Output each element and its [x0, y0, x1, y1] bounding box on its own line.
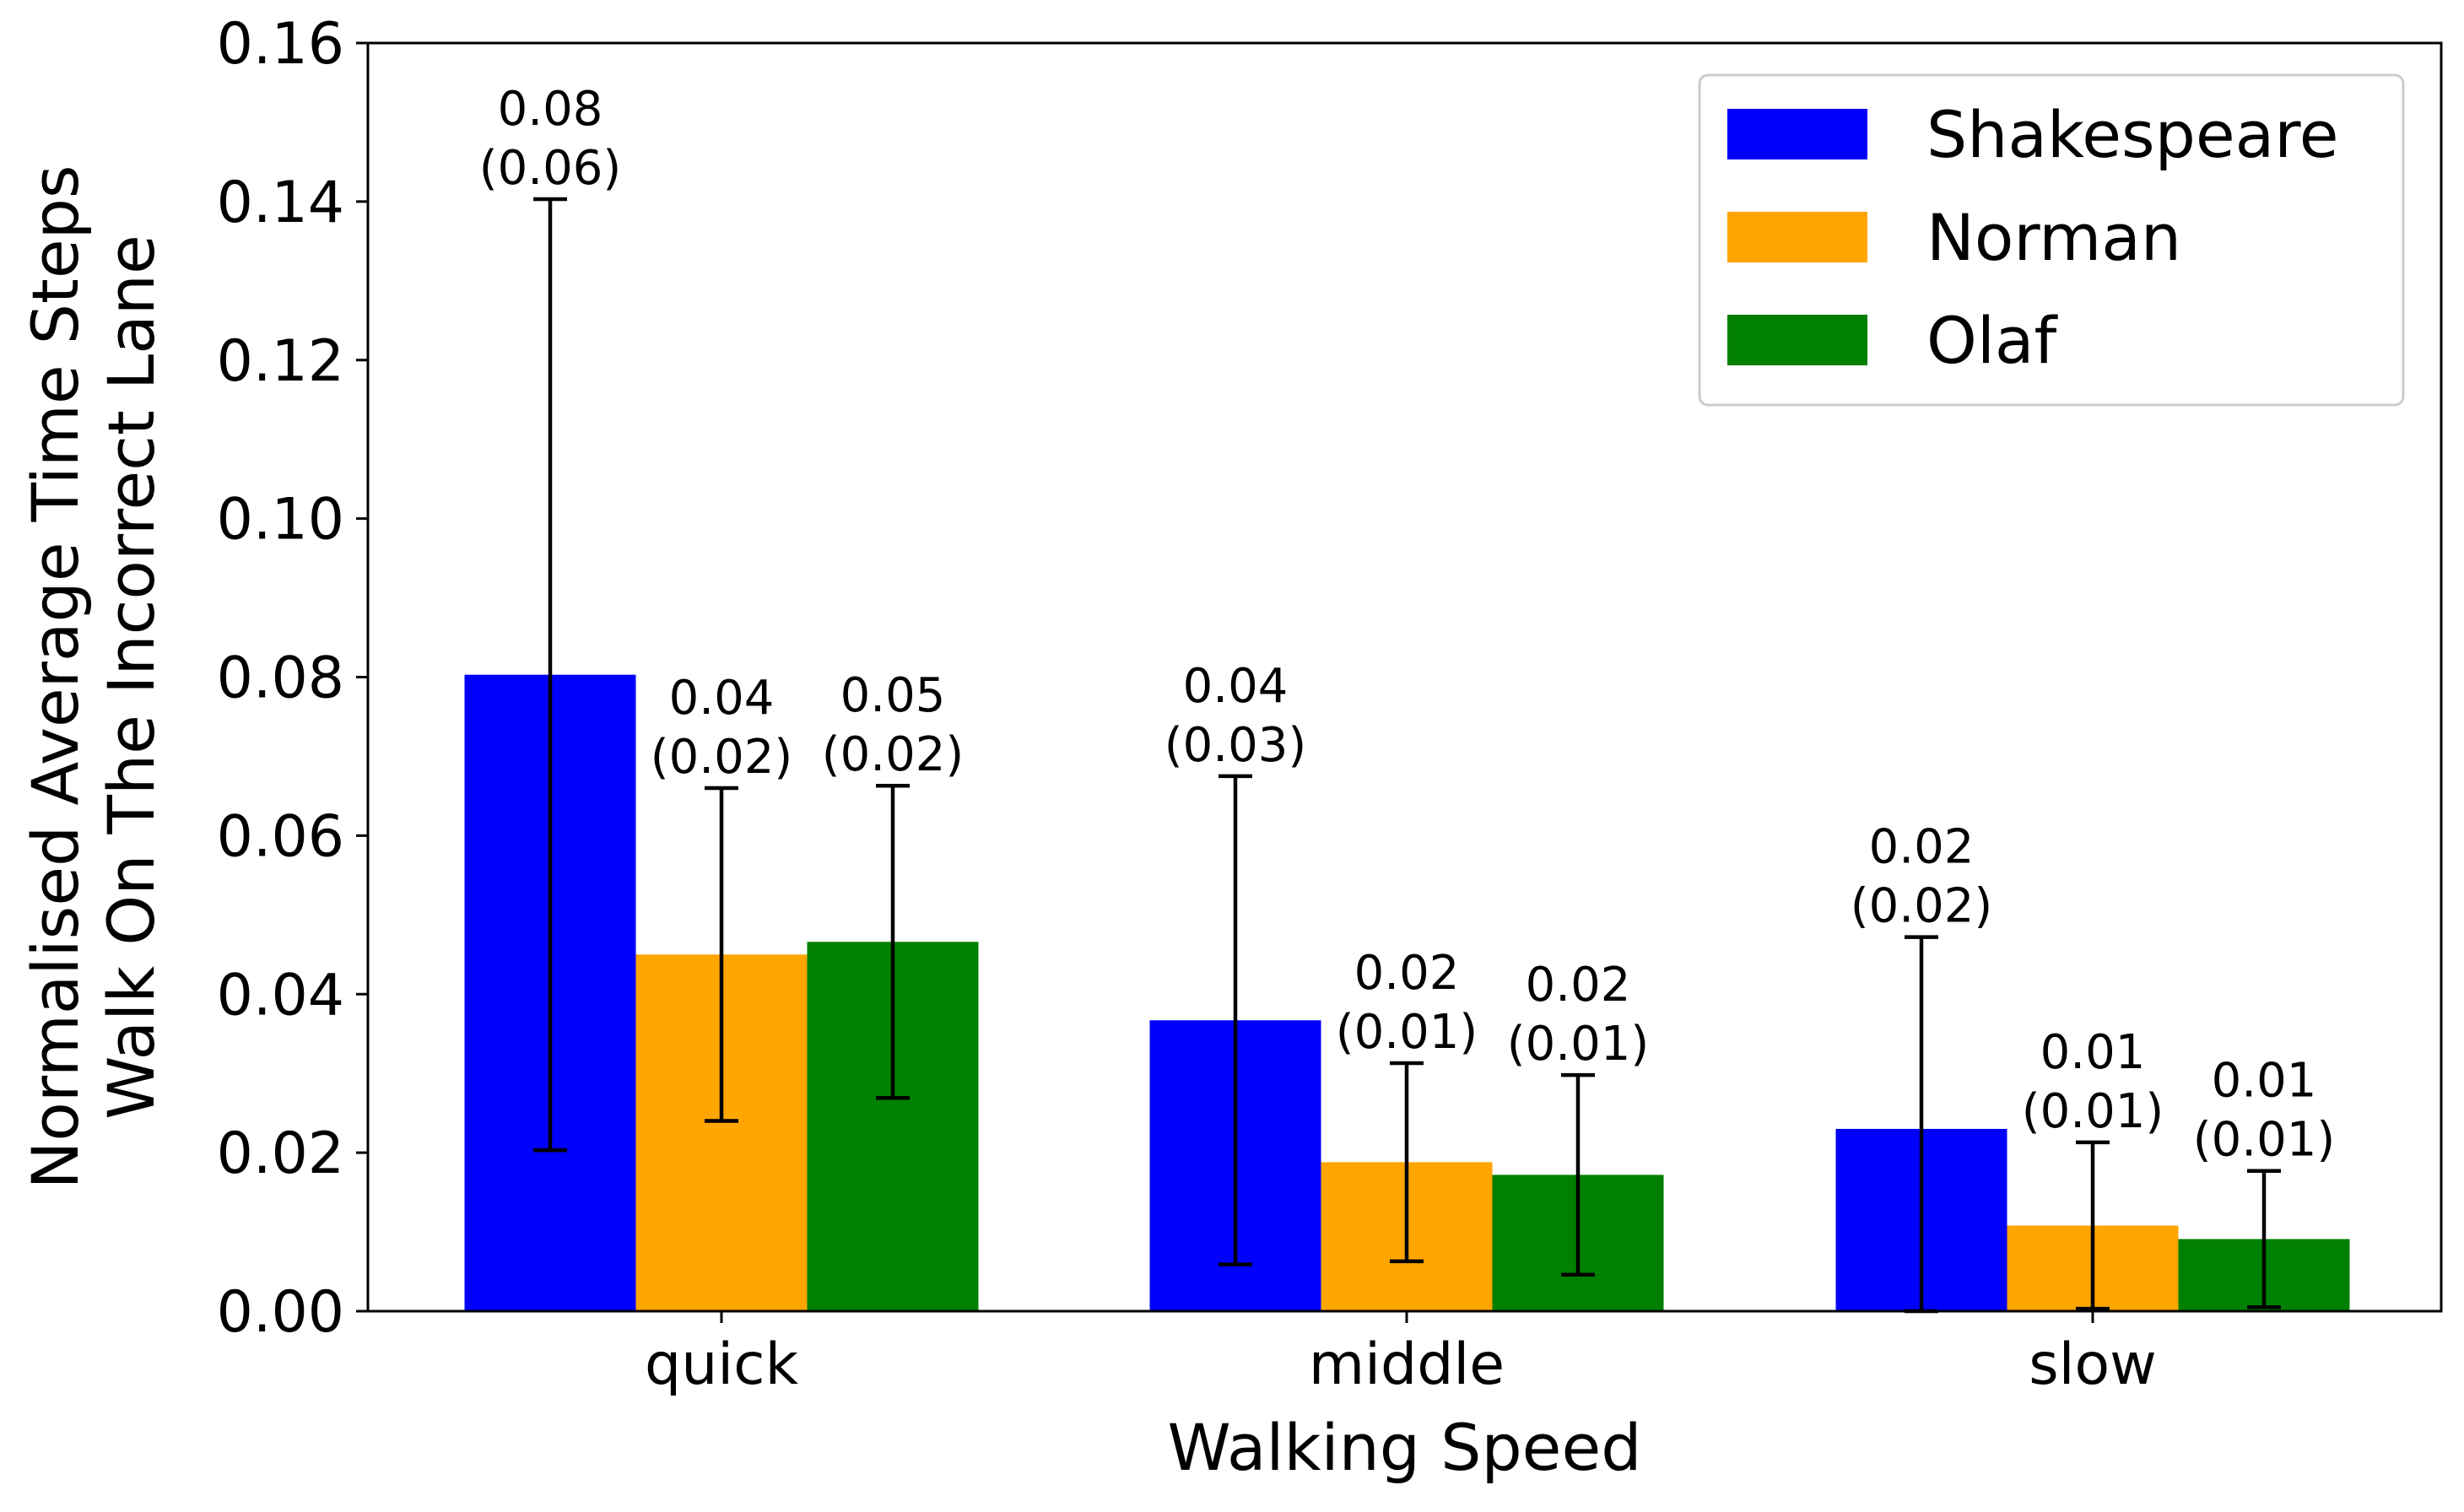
y-axis-title-line: Normalised Average Time Steps	[18, 165, 93, 1190]
bar-value-labels: (0.06)0.08(0.03)0.04(0.02)0.02(0.02)0.04…	[479, 82, 2335, 1168]
y-tick-label: 0.14	[217, 170, 344, 236]
data-label-value-olaf-quick: 0.05	[840, 668, 946, 723]
y-tick-label: 0.16	[217, 11, 344, 78]
x-tick-label-quick: quick	[645, 1331, 799, 1398]
data-label-value-shakespeare-middle: 0.04	[1183, 659, 1289, 714]
legend-label-norman: Norman	[1926, 200, 2181, 275]
y-tick-label: 0.00	[217, 1279, 344, 1346]
y-tick-label: 0.08	[217, 645, 344, 712]
x-tick-label-middle: middle	[1309, 1331, 1505, 1398]
data-label-value-shakespeare-quick: 0.08	[498, 82, 603, 137]
plot-area	[464, 197, 2350, 1314]
data-label-error-shakespeare-quick: (0.06)	[479, 141, 621, 196]
data-label-value-norman-middle: 0.02	[1354, 946, 1460, 1001]
data-label-value-olaf-slow: 0.01	[2212, 1054, 2317, 1109]
x-tick-label-slow: slow	[2029, 1331, 2157, 1398]
data-label-value-shakespeare-slow: 0.02	[1869, 820, 1975, 875]
y-tick-label: 0.10	[217, 487, 344, 554]
legend-swatch-shakespeare	[1727, 109, 1867, 159]
data-label-error-olaf-middle: (0.01)	[1507, 1017, 1649, 1072]
legend: Shakespeare Norman Olaf	[1698, 73, 2405, 407]
data-label-value-olaf-middle: 0.02	[1526, 958, 1631, 1012]
y-tick-label: 0.12	[217, 328, 344, 395]
y-axis-title-line: Walk On The Incorrect Lane	[94, 235, 169, 1120]
data-label-error-shakespeare-middle: (0.03)	[1164, 718, 1306, 773]
y-axis-title: Normalised Average Time StepsWalk On The…	[18, 165, 169, 1190]
data-label-value-norman-slow: 0.01	[2040, 1025, 2146, 1080]
data-label-error-norman-quick: (0.02)	[651, 730, 792, 785]
data-label-value-norman-quick: 0.04	[669, 671, 775, 726]
y-tick-label: 0.02	[217, 1120, 344, 1187]
data-label-error-norman-middle: (0.01)	[1336, 1005, 1478, 1060]
axes: 0.00 0.02 0.04 0.06 0.08 0.10 0.12 0.14 0.16 quic…	[18, 11, 2443, 1485]
data-label-error-olaf-quick: (0.02)	[822, 727, 964, 782]
legend-swatch-olaf	[1727, 315, 1867, 365]
legend-swatch-norman	[1727, 212, 1867, 262]
data-label-error-norman-slow: (0.01)	[2022, 1084, 2164, 1139]
data-label-error-olaf-slow: (0.01)	[2193, 1113, 2335, 1168]
y-tick-label: 0.06	[217, 803, 344, 870]
y-tick-label: 0.04	[217, 962, 344, 1029]
legend-label-shakespeare: Shakespeare	[1926, 97, 2339, 172]
legend-box	[1698, 73, 2405, 407]
x-axis-title: Walking Speed	[1168, 1410, 1642, 1485]
legend-label-olaf: Olaf	[1926, 303, 2059, 378]
data-label-error-shakespeare-slow: (0.02)	[1851, 879, 1992, 934]
